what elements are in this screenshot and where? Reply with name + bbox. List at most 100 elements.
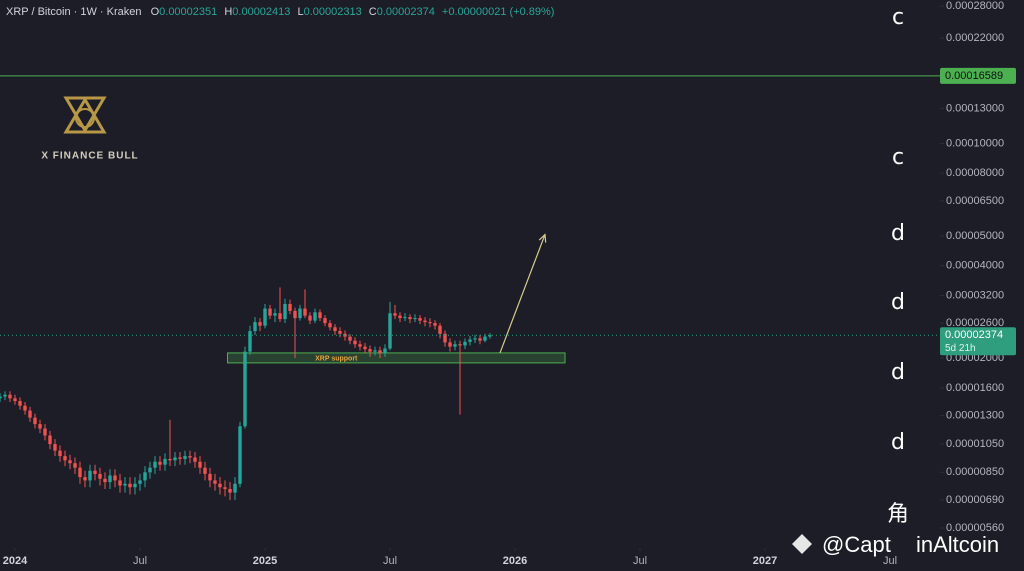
candle-body bbox=[488, 335, 492, 337]
candle-body bbox=[383, 348, 387, 353]
candle-body bbox=[448, 342, 452, 347]
candle-body bbox=[268, 308, 272, 316]
candle-body bbox=[223, 487, 227, 490]
level-label: 0.00016589 bbox=[945, 70, 1003, 82]
ohlc-value: 0.00002351 bbox=[159, 6, 217, 18]
overlay-glyph: d bbox=[891, 221, 905, 246]
candle-body bbox=[88, 470, 92, 481]
candle-body bbox=[453, 344, 457, 347]
level-label-box bbox=[940, 67, 1016, 84]
candle-body bbox=[413, 318, 417, 320]
y-tick-label: 0.00022000 bbox=[946, 32, 1004, 44]
candle-body bbox=[33, 417, 37, 425]
candle-body bbox=[103, 478, 107, 483]
candle-body bbox=[443, 333, 447, 343]
y-tick-label: 0.00010000 bbox=[946, 137, 1004, 149]
watermark: X FINANCE BULL bbox=[41, 151, 138, 162]
candle-body bbox=[353, 340, 357, 345]
candle-body bbox=[153, 461, 157, 468]
candle-body bbox=[343, 333, 347, 337]
candle-body bbox=[483, 336, 487, 341]
candle-body bbox=[228, 489, 232, 493]
candle-body bbox=[273, 313, 277, 316]
source-text: @Capt bbox=[822, 532, 891, 557]
candle-body bbox=[198, 461, 202, 468]
candle-body bbox=[323, 318, 327, 324]
candle-body bbox=[143, 472, 147, 481]
candle-body bbox=[183, 456, 187, 459]
candle-body bbox=[48, 435, 52, 445]
candle-body bbox=[83, 477, 87, 481]
y-tick-label: 0.00001600 bbox=[946, 382, 1004, 394]
support-zone bbox=[227, 352, 566, 364]
candle-body bbox=[58, 450, 62, 457]
candle-body bbox=[63, 456, 67, 461]
candle-body bbox=[113, 475, 117, 481]
candle-body bbox=[193, 457, 197, 462]
candle-body bbox=[348, 336, 352, 341]
candle-body bbox=[218, 483, 222, 488]
candle-body bbox=[168, 458, 172, 461]
candle-body bbox=[78, 467, 82, 478]
candle-body bbox=[333, 327, 337, 332]
candle-body bbox=[258, 322, 262, 326]
candle-body bbox=[98, 473, 102, 479]
candle-body bbox=[128, 483, 132, 488]
candle-body bbox=[373, 350, 377, 352]
candle-body bbox=[403, 317, 407, 319]
candle-body bbox=[318, 312, 322, 319]
x-tick-label: 2025 bbox=[253, 555, 277, 567]
y-tick-label: 0.00008000 bbox=[946, 167, 1004, 179]
candle-body bbox=[23, 405, 27, 411]
overlay-glyph: d bbox=[891, 430, 905, 455]
overlay-glyph: d bbox=[891, 290, 905, 315]
candle-body bbox=[8, 394, 12, 399]
logo-mark bbox=[63, 96, 107, 134]
candle-body bbox=[203, 467, 207, 474]
candle-body bbox=[458, 344, 462, 346]
candle-body bbox=[233, 483, 237, 493]
x-tick-label: Jul bbox=[633, 555, 647, 567]
candle-body bbox=[473, 338, 477, 340]
last-price-label: 0.00002374 bbox=[945, 329, 1003, 341]
candle-body bbox=[28, 410, 32, 418]
candle-body bbox=[433, 323, 437, 326]
candle-body bbox=[378, 350, 382, 353]
candle-body bbox=[293, 310, 297, 319]
candle-body bbox=[298, 308, 302, 319]
candle-body bbox=[408, 317, 412, 320]
candle-body bbox=[308, 315, 312, 321]
candle-body bbox=[53, 444, 57, 451]
candle-body bbox=[243, 351, 247, 427]
candle-body bbox=[18, 401, 22, 406]
candle-body bbox=[68, 460, 72, 464]
candle-body bbox=[388, 313, 392, 349]
ohlc-key: C bbox=[369, 6, 377, 18]
candle-body bbox=[73, 463, 77, 468]
y-tick-label: 0.00003200 bbox=[946, 289, 1004, 301]
candle-body bbox=[358, 344, 362, 347]
candle-body bbox=[108, 475, 112, 483]
y-tick-label: 0.00004000 bbox=[946, 260, 1004, 272]
logo-ring bbox=[75, 108, 95, 128]
overlay-glyph: c bbox=[892, 145, 904, 170]
candle-body bbox=[393, 313, 397, 316]
last-price-box bbox=[940, 327, 1016, 356]
candle-body bbox=[438, 325, 442, 334]
candle-body bbox=[428, 322, 432, 324]
candle-body bbox=[178, 457, 182, 459]
trend-arrow bbox=[499, 234, 546, 354]
logo: X FINANCE BULL bbox=[41, 96, 138, 162]
x-tick-label: Jul bbox=[383, 555, 397, 567]
chart-header: XRP / Bitcoin · 1W · Kraken O0.00002351 … bbox=[6, 6, 554, 18]
candle-body bbox=[478, 338, 482, 341]
candle-body bbox=[303, 308, 307, 316]
ohlc-key: L bbox=[297, 6, 303, 18]
candle-body bbox=[38, 424, 42, 429]
x-tick-label: 2026 bbox=[503, 555, 527, 567]
candle-body bbox=[213, 480, 217, 484]
candle-body bbox=[138, 480, 142, 484]
y-tick-label: 0.00002600 bbox=[946, 317, 1004, 329]
candle-body bbox=[123, 483, 127, 486]
